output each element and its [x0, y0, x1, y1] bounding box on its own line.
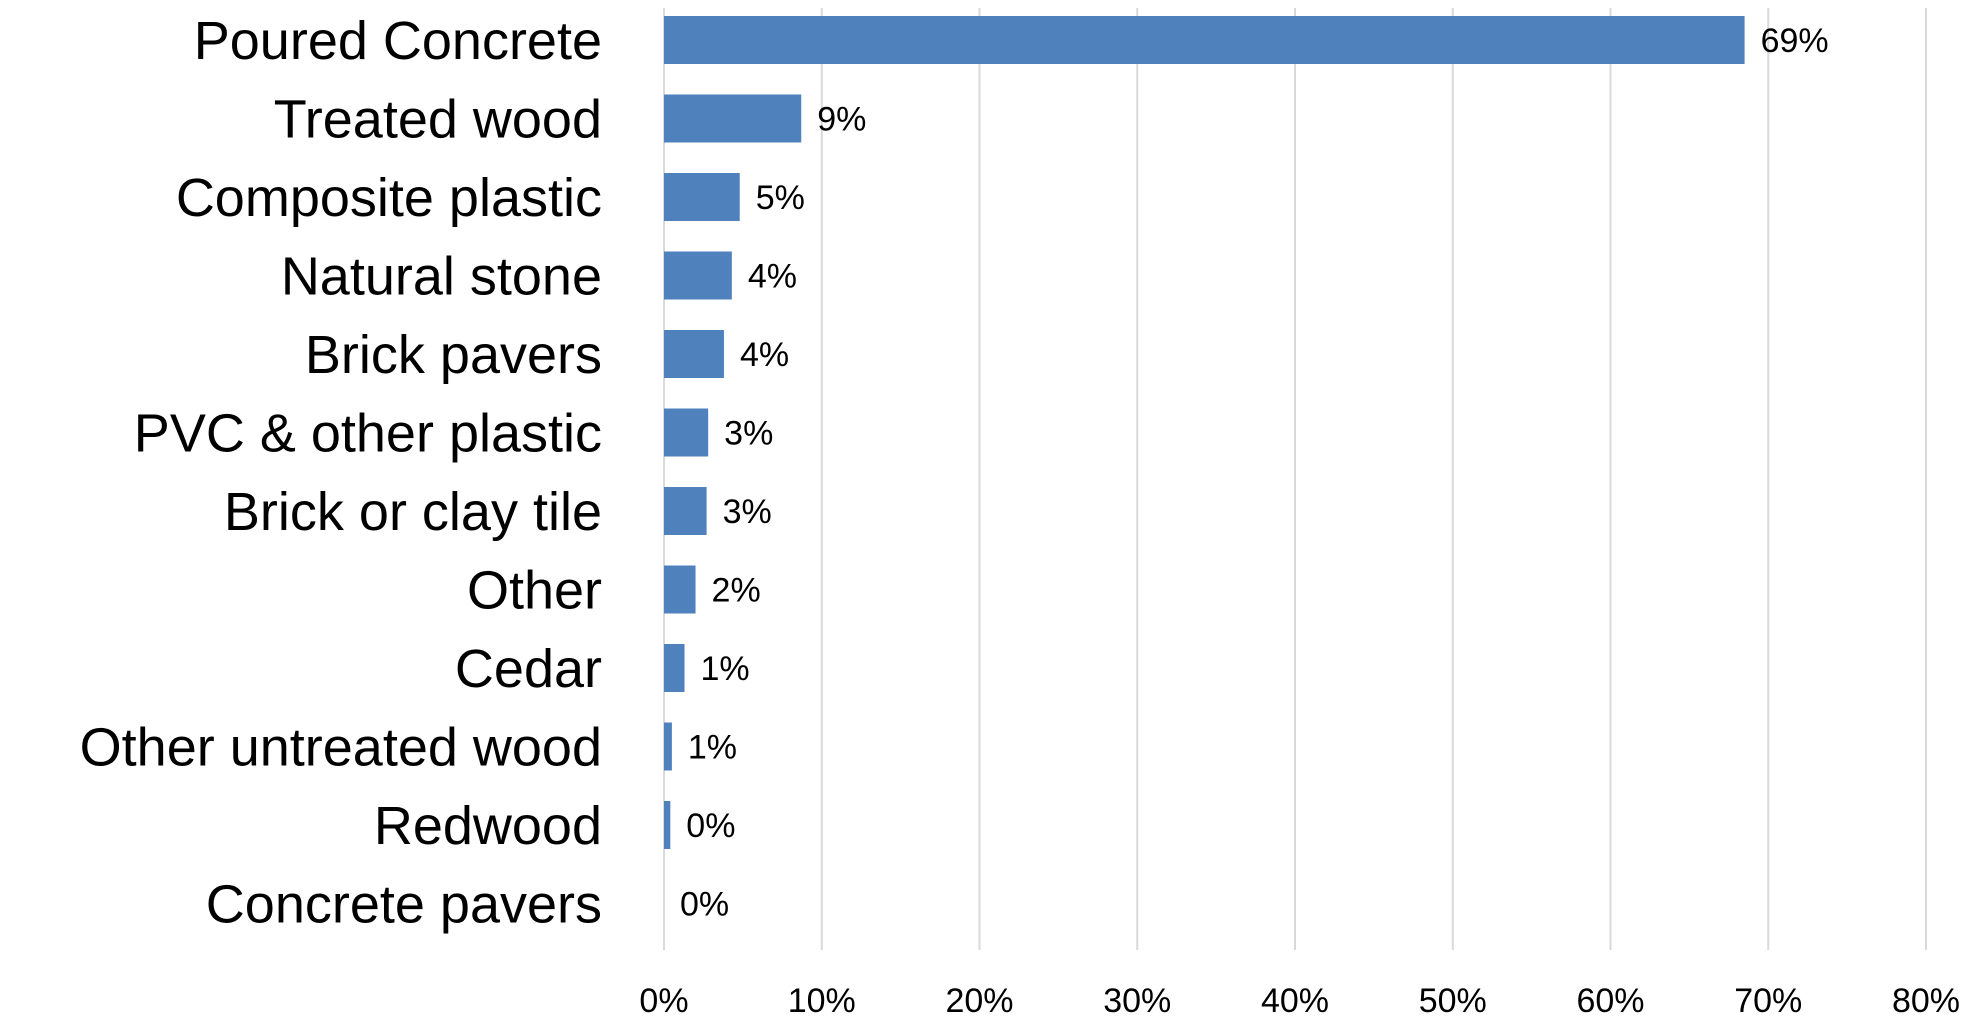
category-label: Natural stone	[281, 247, 602, 307]
category-label: Poured Concrete	[194, 11, 602, 71]
data-label: 0%	[680, 886, 729, 924]
x-axis-tick-labels: 0% 10% 20% 30% 40% 50% 60% 70% 80%	[639, 982, 1960, 1019]
grid-lines	[663, 8, 1927, 950]
x-tick-label: 60%	[1576, 982, 1644, 1019]
category-label: Treated wood	[274, 90, 602, 150]
bar	[664, 722, 672, 771]
x-tick-label: 70%	[1734, 982, 1802, 1019]
category-label: PVC & other plastic	[134, 404, 602, 464]
x-tick-label: 80%	[1892, 982, 1960, 1019]
bar	[664, 801, 671, 849]
data-label: 5%	[756, 179, 805, 217]
category-label: Other	[467, 561, 602, 621]
x-tick-label: 0%	[639, 982, 688, 1019]
category-label: Brick or clay tile	[224, 482, 602, 542]
bar	[664, 408, 709, 457]
data-label: 3%	[723, 493, 772, 531]
data-label: 2%	[712, 572, 761, 610]
data-label: 9%	[817, 101, 866, 139]
bar	[664, 94, 802, 143]
bar	[664, 565, 696, 614]
data-label: 4%	[740, 336, 789, 374]
category-label: Cedar	[455, 639, 602, 699]
bar	[664, 487, 707, 535]
bar	[664, 330, 724, 378]
x-tick-label: 40%	[1261, 982, 1329, 1019]
x-tick-label: 50%	[1419, 982, 1487, 1019]
bar	[664, 251, 732, 300]
bar	[664, 16, 1745, 64]
bar	[664, 173, 740, 221]
x-tick-label: 30%	[1103, 982, 1171, 1019]
category-labels: Poured Concrete Treated wood Composite pla…	[80, 11, 602, 935]
data-label: 1%	[688, 729, 737, 767]
value-labels: 69% 9% 5% 4% 4% 3% 3% 2% 1% 1% 0% 0%	[680, 22, 1829, 924]
x-tick-label: 20%	[945, 982, 1013, 1019]
data-label: 1%	[701, 650, 750, 688]
bar	[664, 644, 685, 692]
data-label: 3%	[724, 415, 773, 453]
data-label: 0%	[686, 807, 735, 845]
category-label: Other untreated wood	[80, 718, 602, 778]
bars	[664, 16, 1745, 849]
category-label: Brick pavers	[305, 325, 602, 385]
x-tick-label: 10%	[788, 982, 856, 1019]
category-label: Redwood	[374, 796, 602, 856]
category-label: Composite plastic	[176, 168, 602, 228]
category-label: Concrete pavers	[206, 875, 602, 935]
data-label: 69%	[1761, 22, 1829, 60]
data-label: 4%	[748, 258, 797, 296]
